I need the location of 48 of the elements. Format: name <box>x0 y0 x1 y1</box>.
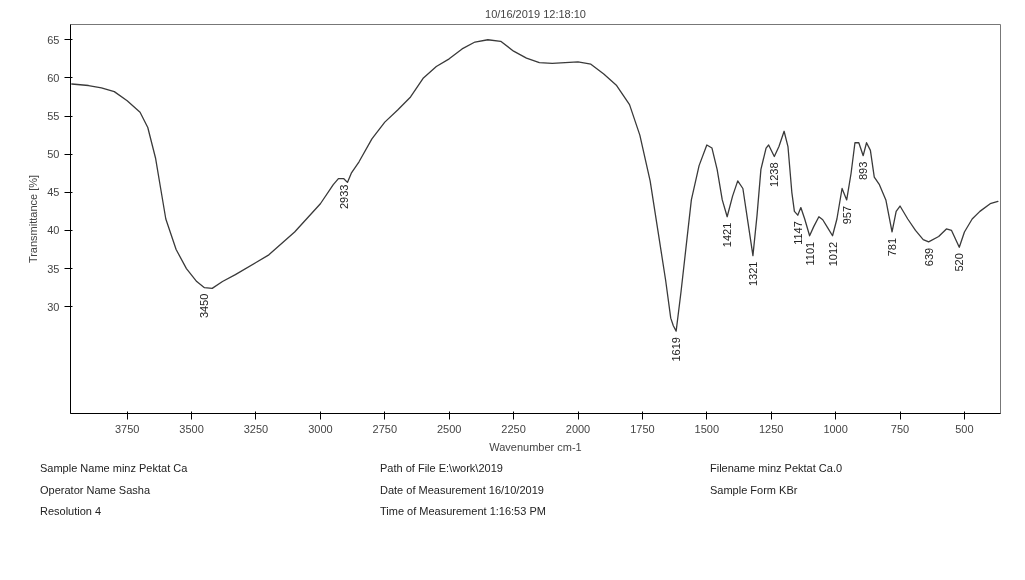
line-series <box>71 39 999 332</box>
annotation: 781 <box>886 237 899 257</box>
x-tick-label: 1500 <box>694 422 720 435</box>
annotation: 1101 <box>803 241 816 266</box>
x-tick-label: 500 <box>955 422 974 435</box>
x-tick-label: 2250 <box>501 422 526 435</box>
text: Operator Name Sasha <box>40 482 152 498</box>
y-tick-label: 40 <box>47 224 60 237</box>
x-tick-label: 1750 <box>630 422 655 435</box>
x-tick-label: 3000 <box>308 422 333 435</box>
y-tick-label: 45 <box>47 186 60 199</box>
text: Filename minz Pektat Ca.0 <box>710 461 844 476</box>
annotation: 1238 <box>768 162 781 187</box>
x-tick-label: 750 <box>890 422 910 435</box>
y-tick-label: 55 <box>47 110 60 123</box>
annotation: 1012 <box>826 241 839 267</box>
x-tick-label: 3250 <box>243 422 269 435</box>
y-tick-label: 65 <box>47 33 60 46</box>
text: Resolution 4 <box>40 504 103 520</box>
annotation: 957 <box>840 205 853 225</box>
x-tick-label: 2000 <box>565 422 591 435</box>
annotation: 1619 <box>670 337 683 362</box>
text: Date of Measurement 16/10/2019 <box>380 482 545 498</box>
x-tick-label: 2750 <box>372 422 398 435</box>
x-tick-label: 2500 <box>436 422 462 435</box>
annotation: 1147 <box>791 221 804 245</box>
y-tick-label: 35 <box>47 262 60 275</box>
chart-title: 10/16/2019 12:18:10 <box>485 7 586 20</box>
x-tick-label: 1000 <box>823 422 848 435</box>
annotation: 639 <box>922 247 935 267</box>
y-tick-label: 30 <box>47 300 60 313</box>
y-tick-label: 60 <box>47 71 60 84</box>
x-axis-title: Wavenumber cm-1 <box>489 440 582 453</box>
annotation: 1321 <box>746 261 759 287</box>
text: Time of Measurement 1:16:53 PM <box>380 504 547 520</box>
y-tick-label: 50 <box>47 148 60 161</box>
annotation: 520 <box>953 253 966 272</box>
x-tick-label: 3500 <box>179 422 204 435</box>
y-axis-title: Transmittance [%] <box>27 174 40 264</box>
annotation: 893 <box>857 161 870 181</box>
text: Sample Form KBr <box>710 482 799 498</box>
text: Sample Name minz Pektat Ca <box>40 461 189 476</box>
text: Path of File E:\work\2019 <box>380 461 504 476</box>
annotation: 1421 <box>721 222 734 248</box>
annotation: 3450 <box>198 293 211 319</box>
x-tick-label: 3750 <box>114 422 140 435</box>
annotation: 2933 <box>337 184 350 210</box>
x-tick-label: 1250 <box>758 422 784 435</box>
